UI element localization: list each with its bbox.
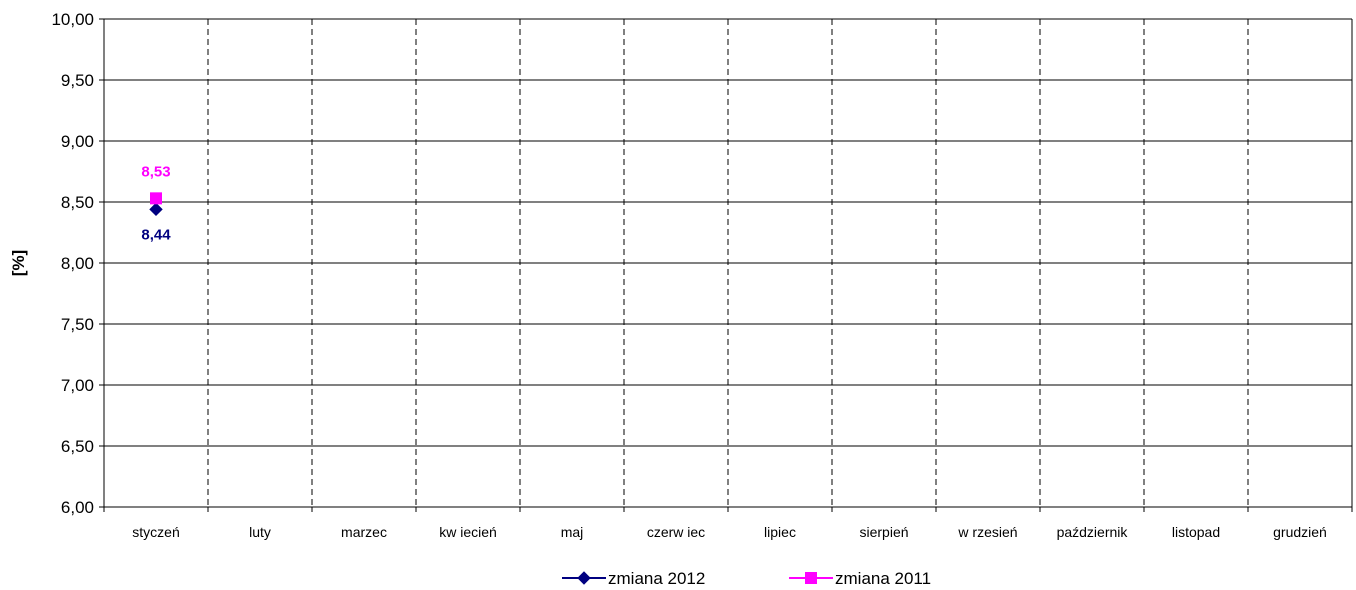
series-layer: 8,44 8,53 [141,163,171,243]
legend: zmiana 2012 zmiana 2011 [562,569,931,588]
y-axis-title: [%] [9,250,28,276]
y-tick-label: 8,00 [61,254,94,273]
y-tick-label: 6,00 [61,498,94,517]
y-tick-label: 9,00 [61,132,94,151]
legend-label: zmiana 2011 [835,569,931,588]
y-axis: 6,00 6,50 7,00 7,50 8,00 8,50 9,00 9,50 10,00 [51,10,104,517]
x-tick-label: marzec [341,524,387,540]
x-tick-label: listopad [1172,524,1220,540]
legend-item-1: zmiana 2011 [789,569,931,588]
legend-marker [805,572,817,584]
x-tick-label: luty [249,524,271,540]
data-label: 8,44 [141,226,171,243]
y-tick-label: 7,00 [61,376,94,395]
y-tick-label: 8,50 [61,193,94,212]
y-tick-label: 10,00 [51,10,94,29]
y-tick-label: 7,50 [61,315,94,334]
x-tick-label: kw iecień [439,524,497,540]
legend-label: zmiana 2012 [608,569,705,588]
legend-marker [577,571,591,585]
x-tick-label: styczeń [132,524,179,540]
y-tick-label: 9,50 [61,71,94,90]
data-point [149,202,163,217]
series-0: 8,44 [141,202,171,243]
x-tick-label: grudzień [1273,524,1327,540]
data-point [150,192,162,205]
x-tick-label: maj [561,524,584,540]
x-tick-label: sierpień [859,524,908,540]
data-label: 8,53 [141,163,170,180]
plot-area [103,18,1353,508]
series-1: 8,53 [141,163,171,205]
x-tick-label: lipiec [764,524,796,540]
x-tick-label: czerw iec [647,524,705,540]
x-axis: styczeń luty marzec kw iecień maj czerw iec li… [103,507,1353,540]
x-tick-label: w rzesień [957,524,1017,540]
y-tick-label: 6,50 [61,437,94,456]
x-tick-label: październik [1057,524,1129,540]
legend-item-0: zmiana 2012 [562,569,705,588]
